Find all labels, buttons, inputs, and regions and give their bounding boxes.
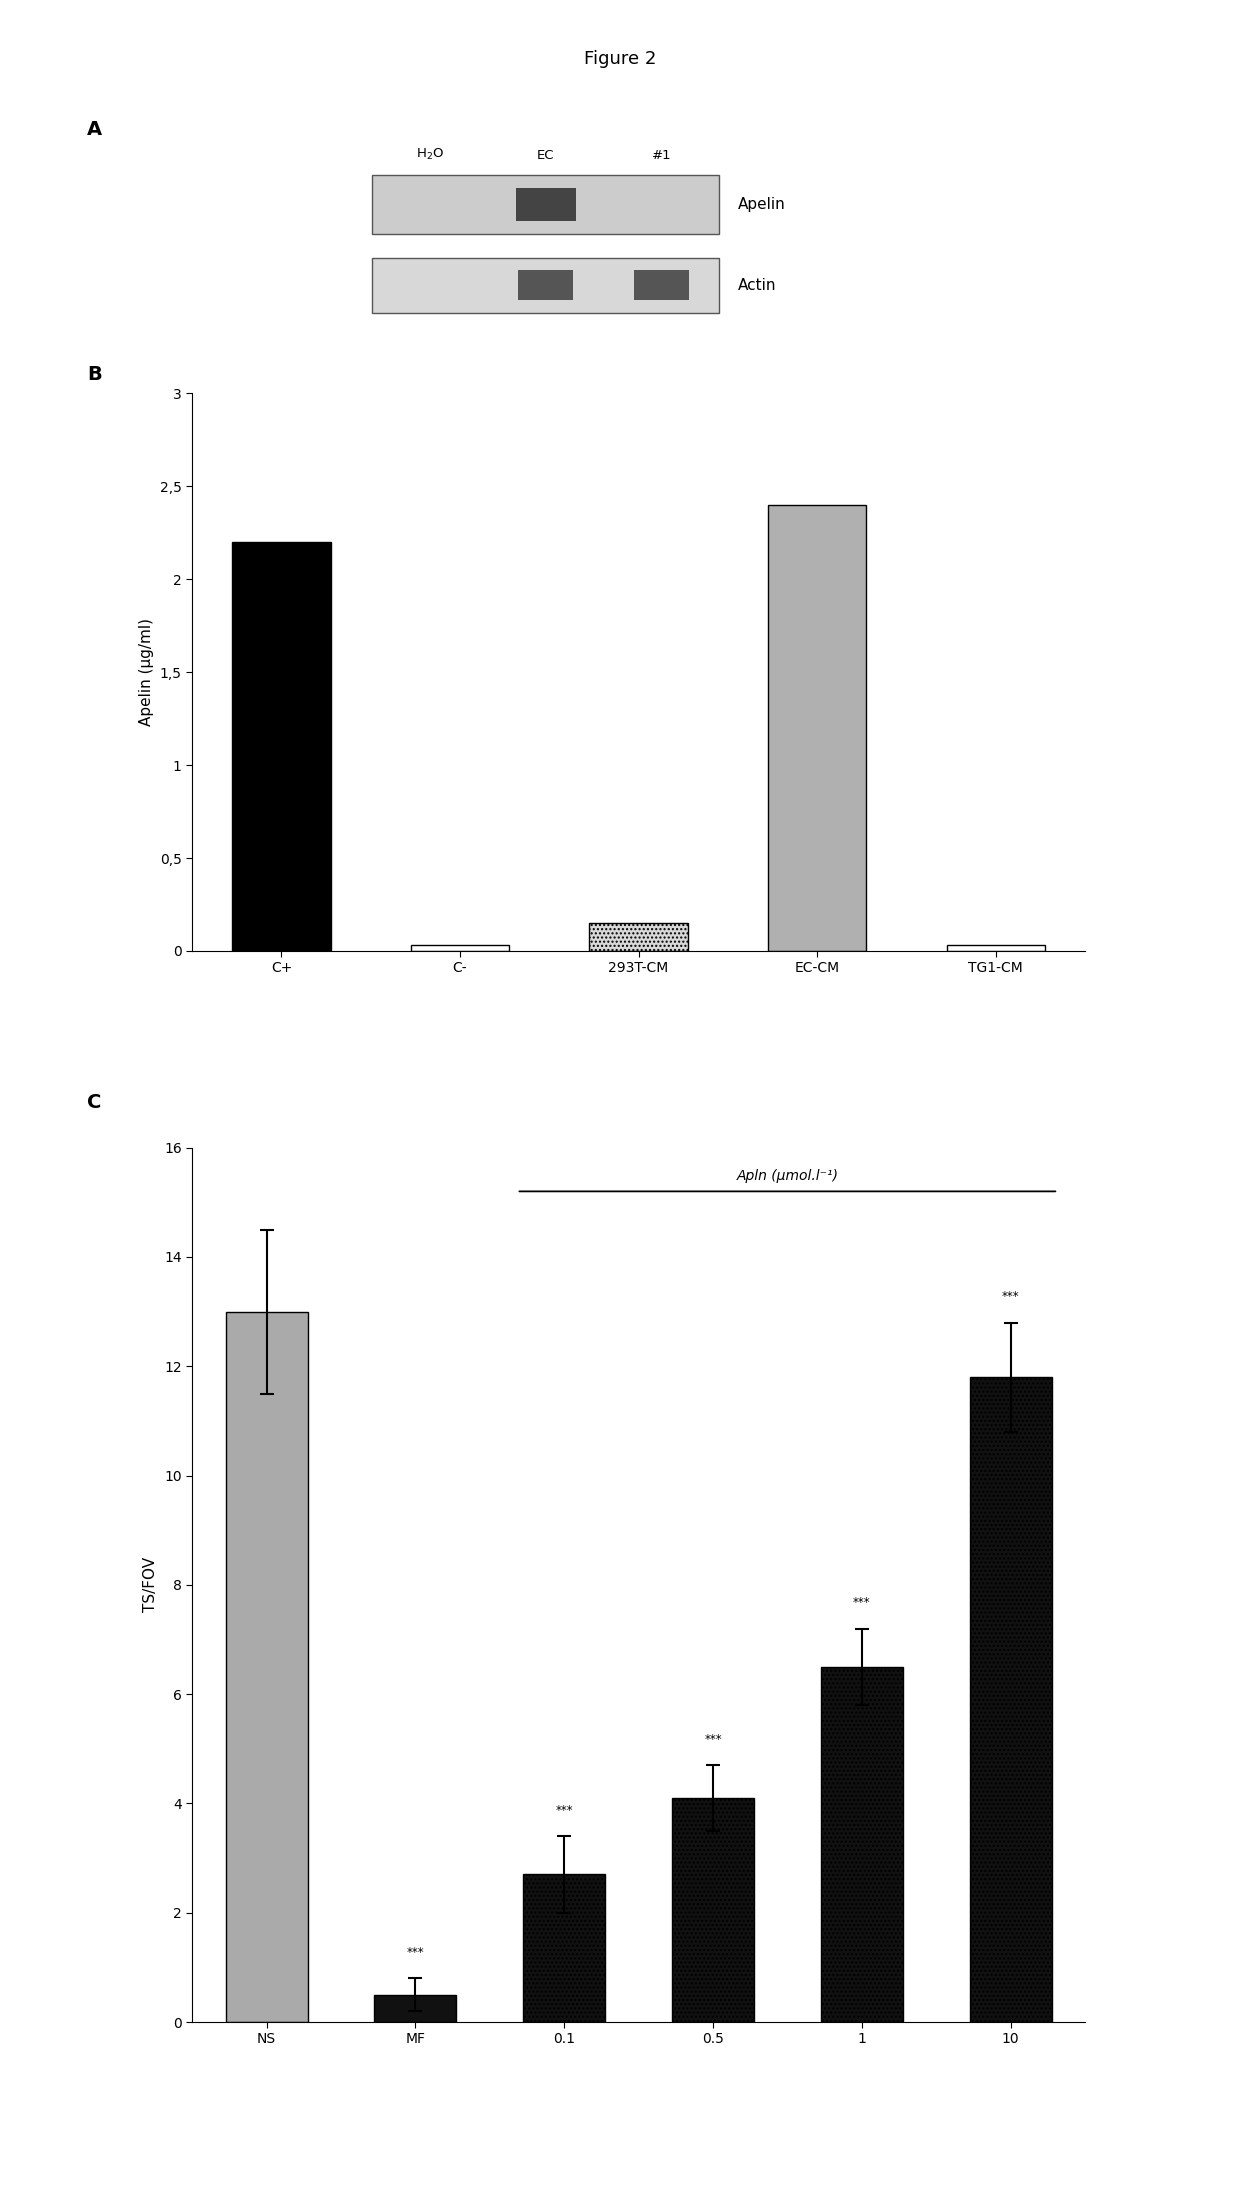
Text: Figure 2: Figure 2 [584,50,656,68]
Text: H$_2$O: H$_2$O [415,146,444,162]
Text: ***: *** [1002,1290,1019,1303]
Text: ***: *** [407,1946,424,1959]
Text: Actin: Actin [738,278,776,293]
Text: C: C [87,1093,102,1113]
Bar [768,505,867,951]
Bar [232,542,331,951]
Text: ***: *** [704,1733,722,1747]
Text: EC: EC [537,149,554,162]
Text: #1: #1 [651,149,671,162]
Bar [946,944,1045,951]
Text: Apelin: Apelin [738,197,786,212]
Bar [970,1377,1052,2022]
Y-axis label: Apelin (µg/ml): Apelin (µg/ml) [139,619,154,726]
Bar [410,944,510,951]
Bar [523,1873,605,2022]
Bar [821,1666,903,2022]
Bar [672,1797,754,2022]
Bar [374,1994,456,2022]
Text: ***: *** [853,1596,870,1609]
Text: B: B [87,365,102,385]
Text: ***: *** [556,1803,573,1817]
Y-axis label: TS/FOV: TS/FOV [144,1556,159,1613]
Bar [226,1312,308,2022]
Text: Apln (µmol.l⁻¹): Apln (µmol.l⁻¹) [737,1170,838,1183]
Text: A: A [87,120,102,140]
Bar [589,922,688,951]
